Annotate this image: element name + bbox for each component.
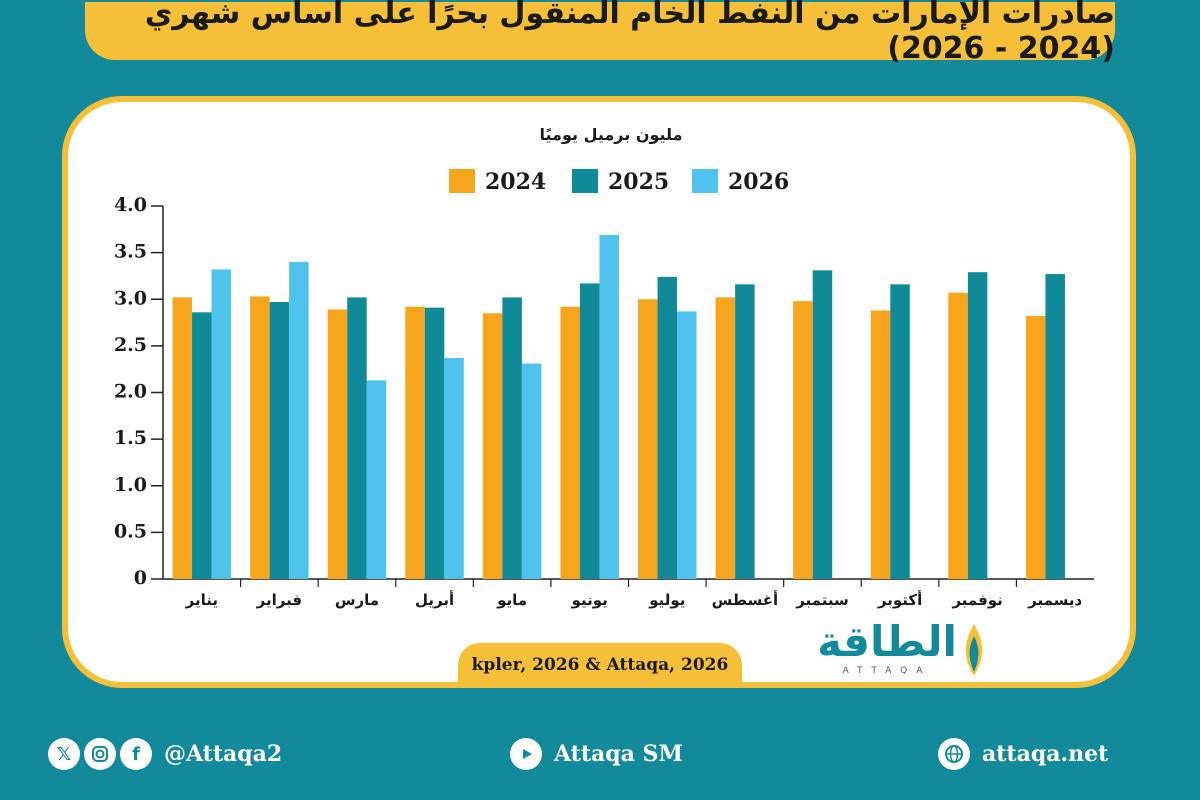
bar-2024 [948, 292, 968, 579]
bar-2024 [405, 306, 425, 579]
legend-label-2026: 2026 [728, 169, 789, 195]
x-tick-label: مايو [496, 591, 527, 609]
y-tick-label: 4.0 [114, 194, 147, 216]
bar-2025 [1045, 274, 1065, 579]
instagram-icon[interactable] [84, 738, 116, 770]
bar-2024 [870, 310, 891, 579]
bar-2025 [579, 283, 600, 579]
attaqa-logo: الطاقة ATTAQA [812, 618, 992, 684]
y-tick-label: 3.5 [114, 241, 147, 263]
source-pill: kpler, 2026 & Attaqa, 2026 [458, 643, 742, 687]
bar-2026 [521, 363, 542, 579]
x-tick-label: يناير [185, 591, 218, 609]
bar-2025 [657, 276, 678, 579]
bar-2025 [424, 307, 445, 579]
globe-icon[interactable] [938, 738, 970, 770]
y-tick-label: 0 [134, 567, 147, 589]
x-tick-label: نوفمبر [951, 591, 1002, 609]
bar-2025 [502, 297, 522, 579]
legend-label-2025: 2025 [608, 169, 669, 195]
legend-swatch-2025 [572, 169, 598, 193]
title-banner: صادرات الإمارات من النفط الخام المنقول ب… [85, 0, 1115, 66]
bar-2025 [967, 272, 988, 579]
bar-2025 [735, 284, 755, 579]
legend-swatch-2024 [449, 169, 475, 193]
y-tick-label: 0.5 [114, 520, 147, 542]
website-link: attaqa.net [938, 732, 1108, 776]
chart-title: صادرات الإمارات من النفط الخام المنقول ب… [144, 0, 1115, 66]
bar-2026 [366, 380, 387, 579]
bar-2026 [599, 234, 619, 579]
bar-2026 [289, 261, 309, 579]
bar-2024 [172, 297, 193, 579]
bar-2025 [269, 302, 290, 579]
facebook-icon[interactable]: f [120, 738, 152, 770]
youtube-handle[interactable]: Attaqa SM [554, 741, 683, 767]
bar-2025 [192, 312, 212, 579]
bar-2025 [812, 270, 833, 579]
y-tick-label: 3.0 [114, 287, 147, 309]
bar-2024 [793, 301, 813, 579]
x-tick-label: أبريل [415, 590, 454, 609]
legend-swatch-2026 [692, 169, 718, 193]
logo-subtitle: ATTAQA [842, 666, 932, 676]
bar-2024 [1025, 316, 1046, 579]
x-tick-label: يونيو [571, 591, 608, 609]
x-icon[interactable]: 𝕏 [48, 738, 80, 770]
x-tick-label: سبتمبر [795, 591, 849, 609]
x-tick-label: أكتوبر [877, 590, 922, 609]
y-tick-label: 2.5 [114, 334, 147, 356]
source-text: kpler, 2026 & Attaqa, 2026 [471, 655, 729, 675]
bar-2024 [327, 309, 348, 579]
bar-2025 [347, 297, 367, 579]
youtube-icon[interactable] [510, 738, 542, 770]
bar-2024 [482, 313, 503, 579]
x-tick-label: ديسمبر [1027, 591, 1082, 609]
bar-2026 [677, 311, 697, 579]
bar-2024 [560, 306, 580, 579]
website-url[interactable]: attaqa.net [982, 741, 1109, 767]
y-tick-label: 1.5 [114, 427, 147, 449]
bar-2025 [890, 284, 910, 579]
bar-2026 [211, 269, 232, 579]
bar-2024 [715, 297, 736, 579]
x-tick-label: يوليو [648, 591, 685, 609]
x-tick-label: أغسطس [712, 590, 778, 609]
y-tick-label: 1.0 [114, 474, 147, 496]
social-links: 𝕏 f @Attaqa2 [48, 732, 282, 776]
bar-2024 [250, 296, 270, 579]
logo-text: الطاقة [817, 617, 957, 666]
y-tick-label: 2.0 [114, 381, 147, 403]
legend-label-2024: 2024 [485, 169, 546, 195]
unit-label: مليون برميل يوميًا [540, 125, 683, 144]
x-tick-label: فبراير [256, 591, 302, 609]
x-tick-label: مارس [335, 591, 379, 609]
bar-chart: 0 0.5 1.0 1.5 2.0 2.5 3.0 3.5 4.0 يناير فبراير مارس… [114, 125, 1094, 609]
social-handle[interactable]: @Attaqa2 [164, 741, 283, 767]
youtube-link: Attaqa SM [510, 732, 683, 776]
logo-drop-icon [965, 624, 983, 676]
bar-2024 [638, 299, 658, 579]
chart-card: 0 0.5 1.0 1.5 2.0 2.5 3.0 3.5 4.0 يناير فبراير مارس… [62, 96, 1136, 688]
bar-2026 [444, 357, 464, 579]
